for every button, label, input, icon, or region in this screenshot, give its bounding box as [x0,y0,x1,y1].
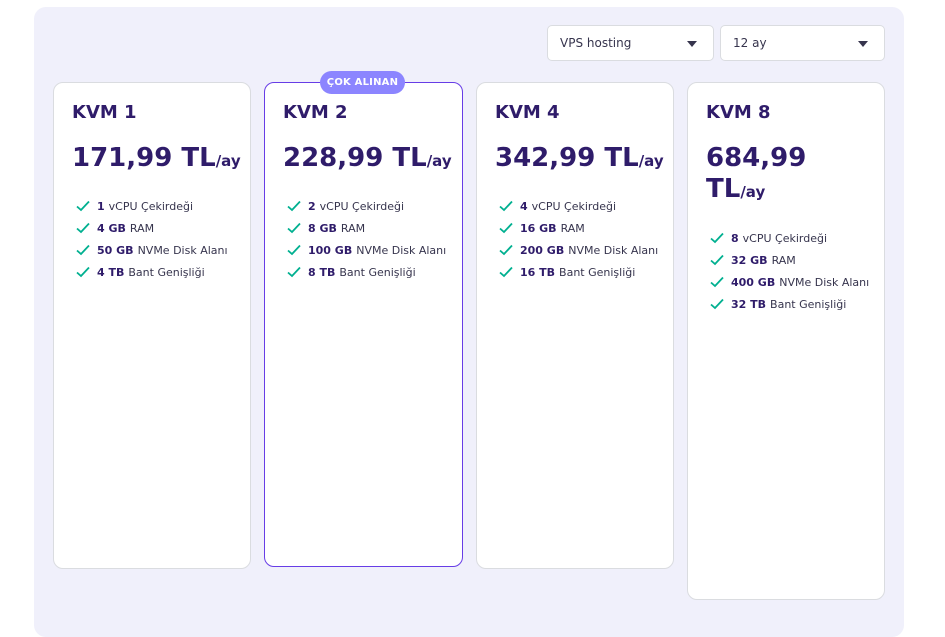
price-period: /ay [426,152,452,170]
feature-value: 8 TB [308,265,336,279]
feature-value: 1 [97,199,105,213]
feature-label: vCPU Çekirdeği [531,199,617,213]
plan-name: KVM 2 [283,102,348,123]
feature-value: 200 GB [520,243,565,257]
feature-item: 4 TB Bant Genişliği [76,261,228,283]
plan-name: KVM 1 [72,102,137,123]
plan-card-kvm1[interactable]: KVM 1 171,99 TL/ay 1 vCPU Çekirdeği 4 GB R… [53,82,251,569]
feature-value: 4 GB [97,221,126,235]
price-period: /ay [215,152,241,170]
chevron-down-icon [687,41,697,47]
check-icon [76,200,90,212]
feature-label: NVMe Disk Alanı [356,243,447,257]
feature-label: Bant Genişliği [559,265,636,279]
check-icon [287,200,301,212]
feature-item: 8 TB Bant Genişliği [287,261,446,283]
plan-price: 171,99 TL/ay [72,143,241,177]
feature-item: 16 GB RAM [499,217,658,239]
popular-badge: ÇOK ALINAN [320,71,405,94]
feature-item: 32 TB Bant Genişliği [710,293,869,315]
feature-value: 50 GB [97,243,134,257]
price-period: /ay [740,183,766,201]
plan-name: KVM 4 [495,102,560,123]
feature-item: 1 vCPU Çekirdeği [76,195,228,217]
price-amount: 171,99 TL [72,143,216,173]
check-icon [499,200,513,212]
feature-label: RAM [560,221,585,235]
feature-item: 200 GB NVMe Disk Alanı [499,239,658,261]
price-amount-line1: 684,99 [706,143,807,173]
feature-label: RAM [129,221,155,235]
feature-value: 100 GB [308,243,353,257]
check-icon [499,222,513,234]
check-icon [287,244,301,256]
feature-value: 4 TB [97,265,125,279]
feature-value: 2 [308,199,316,213]
feature-list: 2 vCPU Çekirdeği 8 GB RAM 100 GB NVMe Disk … [287,195,446,283]
feature-value: 4 [520,199,528,213]
feature-item: 4 GB RAM [76,217,228,239]
feature-value: 8 [731,231,739,245]
price-period: /ay [638,152,664,170]
feature-label: NVMe Disk Alanı [568,243,659,257]
feature-label: Bant Genişliği [770,297,847,311]
check-icon [710,276,724,288]
feature-label: vCPU Çekirdeği [742,231,828,245]
feature-value: 8 GB [308,221,337,235]
product-select[interactable]: VPS hosting [547,25,714,61]
feature-item: 100 GB NVMe Disk Alanı [287,239,446,261]
chevron-down-icon [858,41,868,47]
check-icon [76,266,90,278]
plan-price: 684,99 TL/ay [706,143,806,208]
feature-list: 1 vCPU Çekirdeği 4 GB RAM 50 GB NVMe Disk A… [76,195,228,283]
plan-name: KVM 8 [706,102,771,123]
feature-label: NVMe Disk Alanı [137,243,228,257]
feature-item: 16 TB Bant Genişliği [499,261,658,283]
price-amount-line2: TL [706,174,741,204]
period-select-value: 12 ay [733,36,767,50]
check-icon [710,254,724,266]
feature-list: 4 vCPU Çekirdeği 16 GB RAM 200 GB NVMe Disk… [499,195,658,283]
feature-item: 50 GB NVMe Disk Alanı [76,239,228,261]
plan-card-kvm2[interactable]: KVM 2 228,99 TL/ay 2 vCPU Çekirdeği 8 GB R… [264,82,463,567]
feature-label: Bant Genişliği [128,265,205,279]
feature-value: 32 GB [731,253,768,267]
feature-label: RAM [340,221,366,235]
feature-value: 400 GB [731,275,776,289]
feature-item: 400 GB NVMe Disk Alanı [710,271,869,293]
check-icon [287,266,301,278]
feature-value: 32 TB [731,297,767,311]
feature-item: 4 vCPU Çekirdeği [499,195,658,217]
check-icon [710,232,724,244]
check-icon [76,222,90,234]
feature-item: 8 vCPU Çekirdeği [710,227,869,249]
check-icon [76,244,90,256]
feature-value: 16 TB [520,265,556,279]
price-amount: 228,99 TL [283,143,427,173]
feature-item: 2 vCPU Çekirdeği [287,195,446,217]
feature-label: RAM [771,253,796,267]
price-amount: 342,99 TL [495,143,639,173]
feature-label: vCPU Çekirdeği [108,199,194,213]
feature-item: 8 GB RAM [287,217,446,239]
product-select-value: VPS hosting [560,36,632,50]
check-icon [499,266,513,278]
feature-label: vCPU Çekirdeği [319,199,405,213]
plan-card-kvm8[interactable]: KVM 8 684,99 TL/ay 8 vCPU Çekirdeği 32 GB R… [687,82,885,600]
feature-label: NVMe Disk Alanı [779,275,870,289]
plan-price: 228,99 TL/ay [283,143,452,177]
check-icon [499,244,513,256]
check-icon [710,298,724,310]
plan-price: 342,99 TL/ay [495,143,664,177]
plan-card-kvm4[interactable]: KVM 4 342,99 TL/ay 4 vCPU Çekirdeği 16 GB… [476,82,674,569]
feature-list: 8 vCPU Çekirdeği 32 GB RAM 400 GB NVMe Disk… [710,227,869,315]
feature-value: 16 GB [520,221,557,235]
period-select[interactable]: 12 ay [720,25,885,61]
feature-label: Bant Genişliği [339,265,416,279]
feature-item: 32 GB RAM [710,249,869,271]
check-icon [287,222,301,234]
